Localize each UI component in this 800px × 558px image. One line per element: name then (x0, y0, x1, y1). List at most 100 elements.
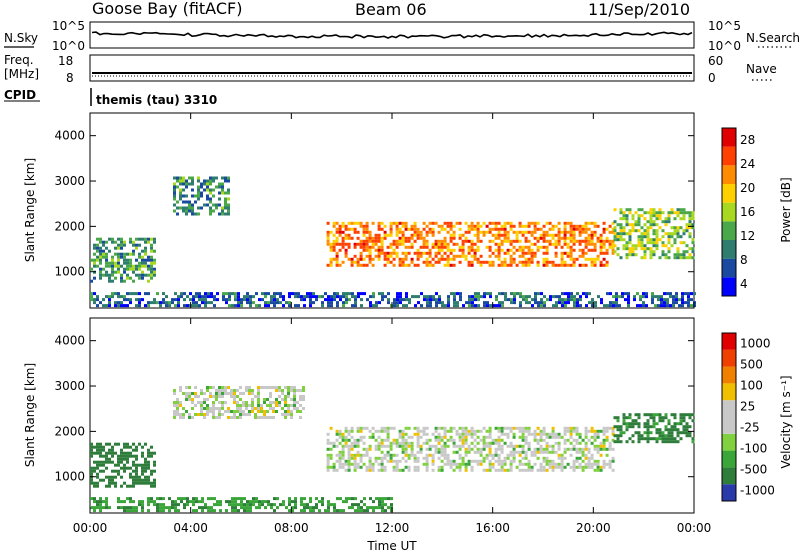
data-cell (572, 227, 576, 231)
data-cell (96, 298, 99, 302)
data-cell (329, 257, 333, 261)
data-cell (371, 263, 375, 267)
data-cell (497, 236, 501, 240)
data-cell (596, 462, 600, 466)
data-cell (642, 295, 645, 299)
data-cell (506, 444, 510, 448)
data-cell (453, 298, 456, 302)
data-cell (380, 456, 384, 460)
data-cell (362, 441, 366, 445)
data-cell (458, 468, 462, 472)
data-cell (557, 227, 561, 231)
data-cell (102, 463, 105, 467)
data-cell (548, 239, 552, 243)
data-cell (213, 295, 216, 299)
data-cell (443, 236, 447, 240)
data-cell (396, 295, 399, 299)
data-cell (369, 497, 372, 501)
data-cell (658, 416, 662, 420)
data-cell (467, 432, 471, 436)
data-cell (180, 497, 183, 501)
data-cell (246, 500, 249, 504)
data-cell (293, 398, 296, 401)
data-cell (512, 459, 516, 463)
data-cell (224, 401, 227, 404)
data-cell (681, 301, 684, 305)
data-cell (477, 298, 480, 302)
data-cell (432, 298, 435, 302)
data-cell (141, 273, 144, 277)
data-cell (458, 432, 462, 436)
data-cell (99, 454, 102, 458)
data-cell (138, 237, 141, 241)
data-cell (398, 263, 402, 267)
data-cell (123, 506, 126, 510)
data-cell (212, 407, 215, 410)
data-cell (437, 239, 441, 243)
data-cell (182, 194, 185, 198)
data-cell (533, 236, 537, 240)
data-cell (627, 292, 630, 296)
data-cell (422, 251, 426, 255)
data-cell (153, 301, 156, 305)
data-cell (464, 429, 468, 433)
data-cell (372, 509, 375, 513)
data-cell (461, 432, 465, 436)
data-cell (407, 453, 411, 457)
data-cell (341, 260, 345, 264)
data-cell (186, 295, 189, 299)
data-cell (551, 233, 555, 237)
data-cell (446, 429, 450, 433)
data-cell (602, 429, 606, 433)
data-cell (287, 410, 290, 413)
data-cell (524, 236, 528, 240)
data-cell (362, 224, 366, 228)
data-cell (188, 398, 191, 401)
data-cell (341, 224, 345, 228)
data-cell (636, 292, 639, 296)
data-cell (117, 457, 120, 461)
data-cell (153, 484, 156, 488)
data-cell (347, 245, 351, 249)
data-cell (351, 506, 354, 510)
data-cell (551, 462, 555, 466)
data-cell (177, 503, 180, 507)
data-cell (542, 257, 546, 261)
data-cell (404, 263, 408, 267)
data-cell (488, 239, 492, 243)
data-cell (633, 298, 636, 302)
data-cell (557, 233, 561, 237)
data-cell (554, 263, 558, 267)
data-cell (138, 298, 141, 302)
data-cell (566, 251, 570, 255)
data-cell (545, 462, 549, 466)
data-cell (431, 233, 435, 237)
data-cell (467, 227, 471, 231)
data-cell (625, 253, 629, 257)
data-cell (449, 438, 453, 442)
data-cell (458, 260, 462, 264)
data-cell (111, 448, 114, 452)
data-cell (651, 292, 654, 296)
data-cell (200, 182, 203, 186)
data-cell (284, 404, 287, 407)
data-cell (273, 497, 276, 501)
data-cell (459, 292, 462, 296)
data-cell (102, 500, 105, 504)
data-cell (326, 456, 330, 460)
data-cell (263, 401, 266, 404)
data-cell (383, 468, 387, 472)
data-cell (356, 438, 360, 442)
data-cell (147, 497, 150, 501)
data-cell (132, 249, 135, 253)
data-cell (425, 447, 429, 451)
data-cell (452, 263, 456, 267)
data-cell (593, 263, 597, 267)
data-cell (676, 229, 680, 233)
data-cell (634, 211, 638, 215)
data-cell (129, 264, 132, 268)
data-cell (365, 426, 369, 430)
data-cell (386, 453, 390, 457)
data-cell (673, 440, 677, 444)
data-cell (503, 233, 507, 237)
